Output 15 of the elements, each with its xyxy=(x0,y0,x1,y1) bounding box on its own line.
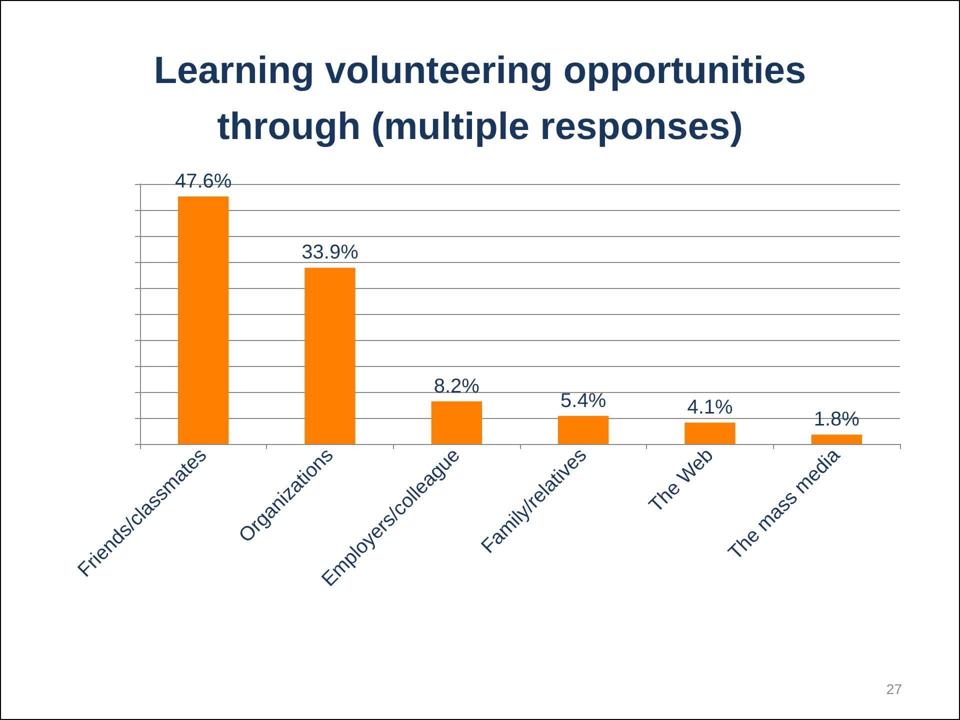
bar xyxy=(558,416,609,444)
data-label: 33.9% xyxy=(302,242,359,264)
bar xyxy=(178,196,229,444)
data-label: 47.6% xyxy=(174,170,232,192)
bar xyxy=(431,401,482,444)
x-tick-label: The Web xyxy=(645,444,718,517)
chart-title: Learning volunteering opportunities through (multiple responses) xyxy=(154,50,806,148)
data-label: 5.4% xyxy=(560,390,606,412)
bar xyxy=(811,434,862,444)
bar xyxy=(304,268,356,444)
data-label: 4.1% xyxy=(687,396,734,419)
bar xyxy=(684,422,736,444)
data-label: 1.8% xyxy=(814,408,860,431)
data-label: 8.2% xyxy=(434,375,480,398)
text: 27 xyxy=(886,681,902,697)
